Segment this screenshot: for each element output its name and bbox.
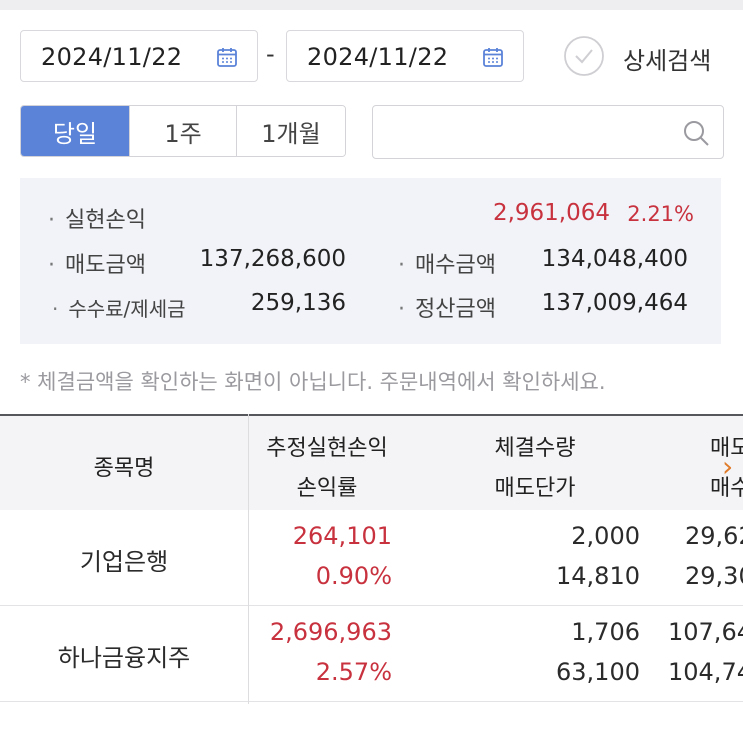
fee-tax-row: · 수수료/제세금 [52, 293, 186, 322]
start-date-field[interactable]: 2024/11/22 [20, 30, 258, 82]
search-icon[interactable] [681, 118, 711, 148]
tab-today[interactable]: 당일 [21, 106, 130, 156]
sell-amount-value: 137,268,600 [199, 246, 346, 272]
bullet: · [398, 253, 405, 278]
header-sell-price: 매도단가 [494, 476, 576, 501]
period-tabs: 당일 1주 1개월 [20, 105, 346, 157]
detail-search-label: 상세검색 [623, 47, 712, 75]
notice-text: * 체결금액을 확인하는 화면이 아닙니다. 주문내역에서 확인하세요. [20, 370, 606, 394]
chevron-right-icon[interactable]: › [722, 450, 734, 483]
tab-1week[interactable]: 1주 [130, 106, 237, 156]
realized-pl-value: 2,961,064 [492, 200, 610, 226]
start-date-text: 2024/11/22 [41, 43, 183, 71]
settlement-row: · 정산금액 [398, 291, 496, 323]
header-name: 종목명 [93, 456, 155, 481]
top-band [0, 0, 743, 10]
col4-bottom-value: 104,74 [668, 658, 743, 686]
realized-pl-label: 실현손익 [65, 208, 146, 233]
realized-pl-table: 종목명 추정실현손익 손익률 체결수량 매도단가 매도 매수 › 기업은행 26… [0, 414, 743, 704]
check-circle-icon [564, 36, 604, 76]
header-est-pl: 추정실현손익 [266, 436, 388, 461]
detail-search-toggle[interactable]: 상세검색 [563, 35, 733, 79]
calendar-icon[interactable] [215, 45, 239, 69]
tab-1month[interactable]: 1개월 [237, 106, 345, 156]
table-header: 종목명 추정실현손익 손익률 체결수량 매도단가 매도 매수 › [0, 414, 743, 510]
summary-panel: · 실현손익 2,961,064 2.21% · 매도금액 137,268,600 … [20, 178, 721, 344]
exec-qty-value: 2,000 [571, 522, 640, 550]
sell-price-value: 14,810 [556, 562, 640, 590]
fee-tax-label: 수수료/제세금 [68, 297, 186, 321]
est-pl-value: 264,101 [292, 522, 392, 550]
stock-name: 하나금융지주 [57, 644, 191, 672]
header-col4-top: 매도 [710, 436, 743, 461]
bullet: · [52, 297, 59, 321]
bullet: · [48, 208, 55, 233]
settlement-value: 137,009,464 [541, 290, 688, 316]
exec-qty-value: 1,706 [571, 618, 640, 646]
date-separator: - [266, 40, 275, 68]
end-date-field[interactable]: 2024/11/22 [286, 30, 524, 82]
realized-pl-rate: 2.21% [627, 202, 694, 226]
header-exec-qty: 체결수량 [494, 436, 576, 461]
search-input[interactable] [372, 105, 724, 159]
realized-pl-row: · 실현손익 [48, 202, 146, 234]
fee-tax-value: 259,136 [250, 290, 346, 316]
header-col4-bottom: 매수 [710, 476, 743, 501]
sell-amount-label: 매도금액 [65, 253, 146, 278]
bullet: · [398, 297, 405, 322]
pl-rate-value: 2.57% [315, 658, 392, 686]
table-row[interactable]: 기업은행 264,101 0.90% 2,000 14,810 29,62 29… [0, 510, 743, 606]
column-divider [248, 414, 249, 704]
sell-price-value: 63,100 [556, 658, 640, 686]
table-row[interactable]: 하나금융지주 2,696,963 2.57% 1,706 63,100 107,… [0, 606, 743, 702]
buy-amount-row: · 매수금액 [398, 247, 496, 279]
pl-rate-value: 0.90% [315, 562, 392, 590]
buy-amount-label: 매수금액 [415, 253, 496, 278]
calendar-icon[interactable] [481, 45, 505, 69]
sell-amount-row: · 매도금액 [48, 247, 146, 279]
bullet: · [48, 253, 55, 278]
col4-bottom-value: 29,30 [685, 562, 743, 590]
est-pl-value: 2,696,963 [269, 618, 392, 646]
settlement-label: 정산금액 [415, 297, 496, 322]
buy-amount-value: 134,048,400 [541, 246, 688, 272]
col4-top-value: 107,64 [668, 618, 743, 646]
header-pl-rate: 손익률 [296, 476, 358, 501]
stock-name: 기업은행 [79, 548, 169, 576]
end-date-text: 2024/11/22 [307, 43, 449, 71]
col4-top-value: 29,62 [685, 522, 743, 550]
